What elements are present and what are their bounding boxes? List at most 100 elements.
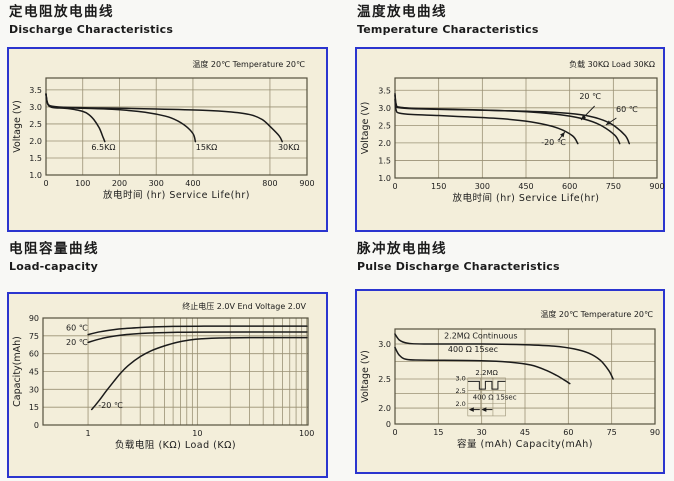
section-header: 温度放电曲线 Temperature Characteristics	[355, 4, 667, 36]
y-tick-label: 3.0	[29, 103, 42, 112]
load-capacity-chart-panel: 1 10 100 0 15 30 45 60 75 90 60 ℃ 20 ℃ -20 ℃ 终止电压 2.0…	[7, 292, 328, 478]
load-capacity-chart: 1 10 100 0 15 30 45 60 75 90 60 ℃ 20 ℃ -20 ℃ 终止电压 2.0…	[7, 292, 328, 478]
y-tick-label: 75	[29, 332, 39, 341]
plot-border	[394, 77, 658, 179]
x-tick-label: 30	[477, 428, 487, 437]
y-tick-label: 0	[386, 420, 391, 429]
series-line-2.2MOhm-continuous	[394, 333, 614, 380]
x-tick-label: 1	[86, 429, 91, 438]
x-axis-title: 放电时间 (hr) Service Life(hr)	[453, 192, 600, 204]
inset-left-arrow	[468, 407, 474, 412]
pulse-discharge-chart: 0 15 30 45 60 75 90 0 2.0 2.5 3.0 2.2MΩ Continuous 4…	[355, 289, 665, 474]
series-line-minus20C	[394, 98, 579, 145]
x-axis-title: 容量 (mAh) Capacity(mAh)	[457, 438, 593, 450]
x-tick-label: 100	[75, 179, 90, 188]
y-axis-title: Voltage (V)	[360, 102, 371, 155]
y-tick-label: 60	[29, 350, 39, 359]
section-title-en: Pulse Discharge Characteristics	[357, 259, 560, 273]
series-line-400Ohm-15sec	[394, 346, 571, 385]
series-label-20C: 20 ℃	[579, 92, 601, 101]
x-tick-label: 800	[262, 179, 277, 188]
panel-frame	[355, 289, 665, 474]
y-tick-label: 2.5	[378, 375, 391, 384]
plot-border	[45, 77, 308, 176]
temperature-chart-panel: 0 150 300 450 600 750 900 1.0 1.5 2.0 2.5 3.0 3.5 60 …	[355, 47, 665, 232]
series-line-20C	[394, 93, 621, 145]
section-title-cn: 电阻容量曲线	[9, 241, 99, 257]
series-label-2.2MOhm-continuous: 2.2MΩ Continuous	[444, 332, 517, 341]
gridlines	[395, 329, 655, 424]
y-tick-label: 1.0	[378, 174, 391, 183]
series-line-30KOhm	[45, 93, 283, 143]
x-tick-label: 300	[149, 179, 164, 188]
pulse-inset-diagram: 2.2MΩ 3.0 2.5 2.0 400 Ω 15sec	[455, 369, 517, 417]
y-tick-label: 3.0	[378, 340, 391, 349]
section-header: 脉冲放电曲线 Pulse Discharge Characteristics	[355, 241, 667, 273]
x-tick-label: 750	[606, 182, 621, 191]
series-line-minus20C	[90, 336, 308, 411]
y-tick-label: 2.5	[29, 120, 42, 129]
x-tick-label: 90	[650, 428, 660, 437]
x-tick-label: 450	[518, 182, 533, 191]
x-tick-label: 300	[475, 182, 490, 191]
x-tick-label: 600	[562, 182, 577, 191]
section-title-cn: 温度放电曲线	[357, 4, 447, 20]
y-tick-label: 3.5	[378, 86, 391, 95]
x-tick-label: 15	[433, 428, 443, 437]
section-title-cn: 定电阻放电曲线	[9, 4, 114, 20]
plot-border	[42, 317, 309, 426]
y-tick-label: 1.0	[29, 171, 42, 180]
section-title-cn: 脉冲放电曲线	[357, 241, 447, 257]
inset-row-label: 2.0	[455, 400, 465, 408]
section-title-en: Discharge Characteristics	[9, 22, 174, 36]
inset-title: 2.2MΩ	[475, 369, 498, 377]
series-label-minus20C: -20 ℃	[541, 138, 566, 147]
inset-left-arrow	[481, 407, 487, 412]
y-tick-label: 1.5	[29, 154, 42, 163]
x-tick-label: 0	[392, 428, 397, 437]
y-tick-label: 3.0	[378, 104, 391, 113]
y-tick-label: 0	[34, 421, 39, 430]
arrowhead	[605, 120, 612, 125]
series-label-60C: 60 ℃	[66, 323, 88, 332]
section-header: 电阻容量曲线 Load-capacity	[7, 241, 328, 273]
section-title-en: Load-capacity	[9, 259, 98, 273]
x-tick-label: 150	[431, 182, 446, 191]
series-line-60C	[87, 325, 308, 336]
y-tick-label: 2.5	[378, 121, 391, 130]
series-label-6.5KOhm: 6.5KΩ	[91, 143, 115, 152]
section-load-capacity: 电阻容量曲线 Load-capacity 1 10 100 0 15 30 45 60 75 90…	[7, 241, 328, 478]
x-tick-label: 900	[649, 182, 664, 191]
x-tick-label: 45	[520, 428, 530, 437]
series-label-30KOhm: 30KΩ	[278, 143, 300, 152]
series-label-20C: 20 ℃	[66, 338, 88, 347]
chart-annotation: 温度 20℃ Temperature 20℃	[192, 59, 305, 69]
section-header: 定电阻放电曲线 Discharge Characteristics	[7, 4, 328, 36]
x-tick-label: 10	[192, 429, 202, 438]
series-label-400Ohm-15sec: 400 Ω 15sec	[448, 345, 498, 354]
discharge-chart: 0 100 200 300 400 800 900 1.0 1.5 2.0 2.5 3.0 3.5 6.5…	[7, 47, 328, 232]
y-tick-label: 45	[29, 368, 39, 377]
section-title-en: Temperature Characteristics	[357, 22, 539, 36]
chart-annotation: 负载 30KΩ Load 30KΩ	[569, 59, 655, 69]
x-axis-title: 放电时间 (hr) Service Life(hr)	[103, 189, 250, 201]
chart-annotation: 终止电压 2.0V End Voltage 2.0V	[182, 301, 306, 311]
y-axis-title: Capacity(mAh)	[12, 336, 23, 407]
y-axis-title: Voltage (V)	[360, 350, 371, 403]
x-tick-label: 400	[185, 179, 200, 188]
arrowhead	[581, 114, 587, 120]
series-label-15KOhm: 15KΩ	[196, 143, 218, 152]
y-tick-label: 2.0	[378, 139, 391, 148]
x-tick-label: 200	[112, 179, 127, 188]
y-tick-label: 90	[29, 314, 39, 323]
x-tick-label: 0	[392, 182, 397, 191]
y-tick-label: 15	[29, 403, 39, 412]
pulse-discharge-chart-panel: 0 15 30 45 60 75 90 0 2.0 2.5 3.0 2.2MΩ Continuous 4…	[355, 289, 665, 474]
arrowhead	[560, 132, 565, 138]
inset-row-label: 2.5	[455, 387, 465, 395]
x-axis-title: 负载电阻 (KΩ) Load (KΩ)	[115, 439, 236, 451]
section-pulse-discharge: 脉冲放电曲线 Pulse Discharge Characteristics 0…	[355, 241, 667, 474]
y-tick-label: 3.5	[29, 86, 42, 95]
inset-mid-label: 400 Ω 15sec	[473, 393, 517, 401]
